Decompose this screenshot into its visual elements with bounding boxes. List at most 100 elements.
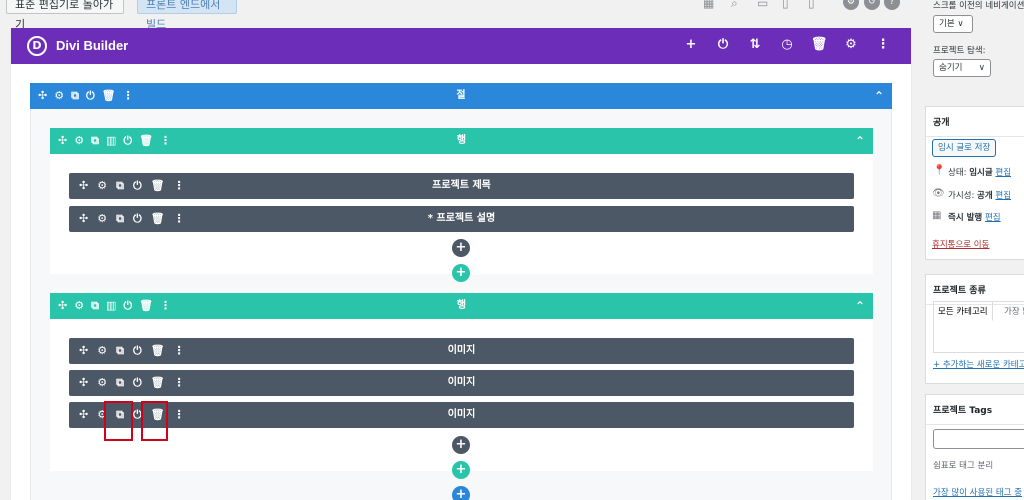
- history-circle-icon[interactable]: ↺: [864, 0, 880, 10]
- tag-hint: 쉼표로 태그 분리: [933, 461, 994, 471]
- more-icon[interactable]: ⋮: [173, 179, 185, 192]
- tablet-icon[interactable]: ▯: [782, 0, 789, 10]
- scroll-nav-select[interactable]: 기본 ∨: [933, 15, 973, 33]
- module-bar[interactable]: ✣ ⚙ ⧉ ⏻ 🗑 ⋮ 프로젝트 제목: [69, 173, 854, 199]
- move-icon[interactable]: ✣: [79, 408, 89, 421]
- phone-icon[interactable]: ▯: [808, 0, 815, 10]
- publish-time-edit-link[interactable]: 편집: [984, 213, 1001, 223]
- power-icon[interactable]: ⏻: [132, 376, 142, 389]
- module-bar[interactable]: ✣ ⚙ ⧉ ⏻ 🗑 ⋮ 이미지: [69, 370, 854, 396]
- power-icon[interactable]: ⏻: [132, 408, 142, 421]
- move-icon[interactable]: ✣: [38, 89, 48, 102]
- duplicate-icon[interactable]: ⧉: [71, 89, 79, 102]
- tab-all-categories[interactable]: 모든 카테고리: [934, 302, 993, 321]
- chevron-up-icon[interactable]: ⌃: [854, 299, 865, 313]
- top-toolbar: 표준 편집기로 돌아가기 프론트 엔드에서 빌드 ▦ ⌕ ▭ ▯ ▯ ⚙ ↺ ?: [0, 0, 915, 31]
- module-bar[interactable]: ✣ ⚙ ⧉ ⏻ 🗑 ⋮ 이미지: [69, 402, 854, 428]
- trash-icon[interactable]: 🗑: [810, 37, 828, 52]
- columns-icon[interactable]: ▥: [105, 299, 117, 312]
- visibility-edit-link[interactable]: 편집: [995, 191, 1012, 201]
- settings-icon[interactable]: ⚙: [54, 89, 65, 102]
- trash-icon[interactable]: 🗑: [150, 408, 165, 421]
- more-icon[interactable]: ⋮: [876, 37, 890, 52]
- add-row-button[interactable]: +: [452, 461, 470, 479]
- duplicate-icon[interactable]: ⧉: [91, 134, 99, 147]
- duplicate-icon[interactable]: ⧉: [116, 212, 124, 225]
- settings-circle-icon[interactable]: ⚙: [843, 0, 859, 10]
- module-bar[interactable]: ✣ ⚙ ⧉ ⏻ 🗑 ⋮ * 프로젝트 설명: [69, 206, 854, 232]
- trash-icon[interactable]: 🗑: [101, 89, 116, 102]
- duplicate-icon[interactable]: ⧉: [116, 344, 124, 357]
- row-header[interactable]: ✣ ⚙ ⧉ ▥ ⏻ 🗑 ⋮ 행 ⌃: [50, 293, 873, 319]
- save-draft-button[interactable]: 임시 글로 저장: [932, 139, 997, 157]
- power-icon[interactable]: ⏻: [717, 37, 729, 52]
- tag-input[interactable]: [933, 429, 1024, 449]
- trash-icon[interactable]: 🗑: [150, 376, 165, 389]
- standard-editor-button[interactable]: 표준 편집기로 돌아가기: [6, 0, 124, 31]
- row-label: 행: [456, 300, 467, 311]
- frontend-build-button[interactable]: 프론트 엔드에서 빌드: [137, 0, 237, 31]
- project-nav-select[interactable]: 숨기기 ∨: [933, 59, 991, 77]
- move-icon[interactable]: ✣: [58, 299, 68, 312]
- add-row-button[interactable]: +: [452, 264, 470, 282]
- settings-icon[interactable]: ⚙: [97, 179, 108, 192]
- add-module-button[interactable]: +: [452, 436, 470, 454]
- row-header[interactable]: ✣ ⚙ ⧉ ▥ ⏻ 🗑 ⋮ 행 ⌃: [50, 128, 873, 154]
- zoom-icon[interactable]: ⌕: [731, 0, 738, 10]
- duplicate-icon[interactable]: ⧉: [116, 408, 124, 421]
- gear-icon[interactable]: ⚙: [845, 37, 857, 52]
- move-to-trash-link[interactable]: 휴지통으로 이동: [932, 240, 990, 250]
- duplicate-icon[interactable]: ⧉: [91, 299, 99, 312]
- more-icon[interactable]: ⋮: [160, 299, 172, 312]
- chevron-up-icon[interactable]: ⌃: [873, 89, 884, 103]
- move-icon[interactable]: ✣: [58, 134, 68, 147]
- settings-icon[interactable]: ⚙: [97, 344, 108, 357]
- trash-icon[interactable]: 🗑: [150, 344, 165, 357]
- help-circle-icon[interactable]: ?: [884, 0, 900, 10]
- power-icon[interactable]: ⏻: [123, 134, 133, 147]
- chevron-up-icon[interactable]: ⌃: [854, 134, 865, 148]
- more-icon[interactable]: ⋮: [122, 89, 134, 102]
- builder-header: D Divi Builder + ⏻ ⇅ ◷ 🗑 ⚙ ⋮: [11, 28, 911, 64]
- add-category-link[interactable]: + 추가하는 새로운 카테고: [933, 360, 1024, 370]
- section-header[interactable]: ✣ ⚙ ⧉ ⏻ 🗑 ⋮ 절 ⌃: [30, 83, 892, 109]
- trash-icon[interactable]: 🗑: [139, 299, 154, 312]
- trash-icon[interactable]: 🗑: [150, 179, 165, 192]
- move-icon[interactable]: ✣: [79, 376, 89, 389]
- more-icon[interactable]: ⋮: [160, 134, 172, 147]
- history-icon[interactable]: ◷: [781, 37, 793, 52]
- settings-icon[interactable]: ⚙: [97, 408, 108, 421]
- power-icon[interactable]: ⏻: [132, 212, 142, 225]
- columns-icon[interactable]: ▥: [105, 134, 117, 147]
- settings-icon[interactable]: ⚙: [97, 212, 108, 225]
- project-type-box: 프로젝트 종류 모든 카테고리 가장 많 + 추가하는 새로운 카테고: [925, 274, 1024, 384]
- add-module-button[interactable]: +: [452, 239, 470, 257]
- trash-icon[interactable]: 🗑: [139, 134, 154, 147]
- sort-icon[interactable]: ⇅: [749, 37, 761, 52]
- more-icon[interactable]: ⋮: [173, 344, 185, 357]
- move-icon[interactable]: ✣: [79, 344, 89, 357]
- duplicate-icon[interactable]: ⧉: [116, 376, 124, 389]
- move-icon[interactable]: ✣: [79, 212, 89, 225]
- settings-icon[interactable]: ⚙: [97, 376, 108, 389]
- more-icon[interactable]: ⋮: [173, 212, 185, 225]
- power-icon[interactable]: ⏻: [123, 299, 133, 312]
- popular-tags-link[interactable]: 가장 많이 사용된 태그 중: [933, 488, 1023, 498]
- power-icon[interactable]: ⏻: [132, 344, 142, 357]
- power-icon[interactable]: ⏻: [85, 89, 95, 102]
- duplicate-icon[interactable]: ⧉: [116, 179, 124, 192]
- add-section-button[interactable]: +: [452, 486, 470, 500]
- status-edit-link[interactable]: 편집: [995, 168, 1012, 178]
- desktop-icon[interactable]: ▭: [757, 0, 769, 10]
- wireframe-icon[interactable]: ▦: [703, 0, 715, 10]
- settings-icon[interactable]: ⚙: [74, 299, 85, 312]
- trash-icon[interactable]: 🗑: [150, 212, 165, 225]
- tab-most-used[interactable]: 가장 많: [1004, 307, 1024, 317]
- more-icon[interactable]: ⋮: [173, 376, 185, 389]
- module-bar[interactable]: ✣ ⚙ ⧉ ⏻ 🗑 ⋮ 이미지: [69, 338, 854, 364]
- more-icon[interactable]: ⋮: [173, 408, 185, 421]
- power-icon[interactable]: ⏻: [132, 179, 142, 192]
- move-icon[interactable]: ✣: [79, 179, 89, 192]
- add-icon[interactable]: +: [685, 37, 697, 52]
- settings-icon[interactable]: ⚙: [74, 134, 85, 147]
